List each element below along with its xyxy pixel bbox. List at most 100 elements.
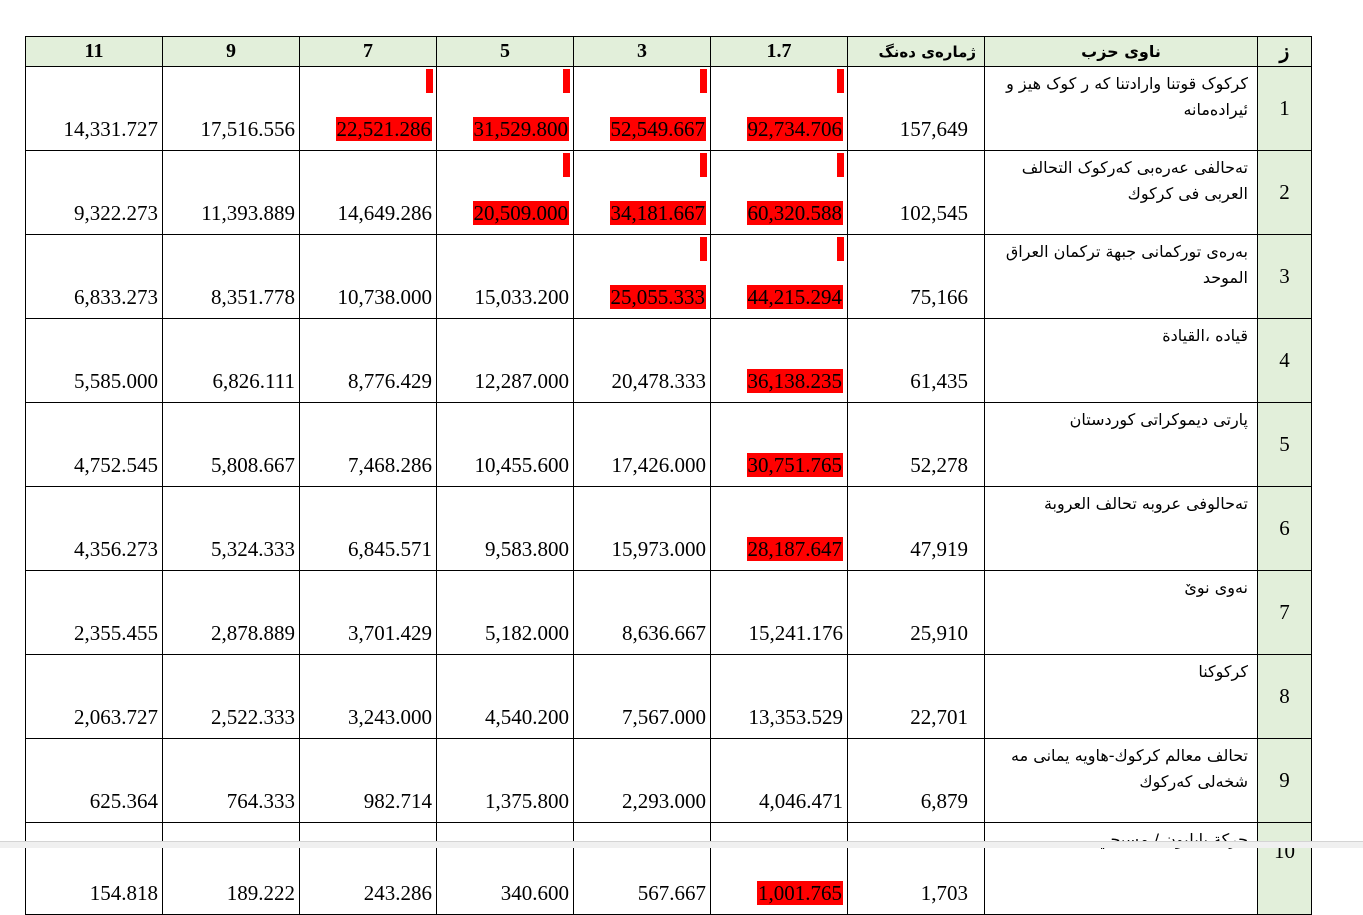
cell-divisor-5[interactable]: 15,033.200: [436, 234, 574, 319]
cell-divisor-7[interactable]: 6,845.571: [299, 486, 437, 571]
col-header-divisor-1-7[interactable]: 1.7: [710, 36, 848, 67]
cell-divisor-1-7[interactable]: 30,751.765: [710, 402, 848, 487]
cell-divisor-7[interactable]: 3,243.000: [299, 654, 437, 739]
col-header-divisor-3[interactable]: 3: [573, 36, 711, 67]
cell-divisor-5[interactable]: 5,182.000: [436, 570, 574, 655]
cell-divisor-7[interactable]: 22,521.286: [299, 66, 437, 151]
cell-index[interactable]: 7: [1257, 570, 1312, 655]
cell-divisor-5[interactable]: 10,455.600: [436, 402, 574, 487]
cell-divisor-9[interactable]: 5,324.333: [162, 486, 300, 571]
cell-divisor-9[interactable]: 764.333: [162, 738, 300, 823]
cell-divisor-1-7[interactable]: 4,046.471: [710, 738, 848, 823]
cell-divisor-1-7[interactable]: 92,734.706: [710, 66, 848, 151]
cell-divisor-5[interactable]: 20,509.000: [436, 150, 574, 235]
col-header-divisor-11[interactable]: 11: [25, 36, 163, 67]
cell-divisor-11[interactable]: 14,331.727: [25, 66, 163, 151]
cell-divisor-1-7[interactable]: 28,187.647: [710, 486, 848, 571]
cell-divisor-3[interactable]: 25,055.333: [573, 234, 711, 319]
cell-divisor-5[interactable]: 12,287.000: [436, 318, 574, 403]
cell-index[interactable]: 6: [1257, 486, 1312, 571]
cell-divisor-7[interactable]: 14,649.286: [299, 150, 437, 235]
cell-divisor-9[interactable]: 6,826.111: [162, 318, 300, 403]
col-header-index[interactable]: ز: [1257, 36, 1312, 67]
cell-divisor-3[interactable]: 7,567.000: [573, 654, 711, 739]
cell-votes[interactable]: 25,910: [847, 570, 985, 655]
cell-votes[interactable]: 52,278: [847, 402, 985, 487]
cell-divisor-3[interactable]: 52,549.667: [573, 66, 711, 151]
cell-divisor-9[interactable]: 8,351.778: [162, 234, 300, 319]
cell-votes[interactable]: 6,879: [847, 738, 985, 823]
cell-divisor-3[interactable]: 20,478.333: [573, 318, 711, 403]
cell-party-name[interactable]: بەرەی تورکمانی جبهة ترکمان العراق الموحد: [984, 234, 1258, 319]
cell-votes[interactable]: 47,919: [847, 486, 985, 571]
cell-divisor-11[interactable]: 6,833.273: [25, 234, 163, 319]
cell-divisor-11[interactable]: 625.364: [25, 738, 163, 823]
col-header-votes[interactable]: ژمارەی دەنگ: [847, 36, 985, 67]
cell-votes[interactable]: 157,649: [847, 66, 985, 151]
col-header-divisor-5[interactable]: 5: [436, 36, 574, 67]
cell-divisor-11[interactable]: 2,063.727: [25, 654, 163, 739]
cell-divisor-9[interactable]: 2,522.333: [162, 654, 300, 739]
cell-party-name[interactable]: حرکة بابلیون / مسیحي: [984, 822, 1258, 915]
cell-index[interactable]: 4: [1257, 318, 1312, 403]
cell-divisor-3[interactable]: 34,181.667: [573, 150, 711, 235]
cell-divisor-9[interactable]: 189.222: [162, 822, 300, 915]
cell-divisor-11[interactable]: 2,355.455: [25, 570, 163, 655]
cell-divisor-11[interactable]: 5,585.000: [25, 318, 163, 403]
cell-divisor-5[interactable]: 4,540.200: [436, 654, 574, 739]
cell-divisor-9[interactable]: 17,516.556: [162, 66, 300, 151]
cell-party-name[interactable]: تەحالوفی عروبه تحالف العروبة: [984, 486, 1258, 571]
cell-divisor-5[interactable]: 340.600: [436, 822, 574, 915]
cell-votes[interactable]: 61,435: [847, 318, 985, 403]
cell-index[interactable]: 2: [1257, 150, 1312, 235]
cell-party-name[interactable]: کرکوک قوتنا وارادتنا کە ر کوک هیز و ئیرا…: [984, 66, 1258, 151]
cell-divisor-7[interactable]: 10,738.000: [299, 234, 437, 319]
table-row: 6,833.273 8,351.778 10,738.000 15,033.200 25…: [25, 234, 1312, 319]
cell-divisor-5[interactable]: 31,529.800: [436, 66, 574, 151]
cell-divisor-7[interactable]: 982.714: [299, 738, 437, 823]
cell-divisor-11[interactable]: 9,322.273: [25, 150, 163, 235]
cell-divisor-1-7[interactable]: 44,215.294: [710, 234, 848, 319]
cell-divisor-1-7[interactable]: 15,241.176: [710, 570, 848, 655]
cell-index[interactable]: 10: [1257, 822, 1312, 915]
cell-divisor-3[interactable]: 15,973.000: [573, 486, 711, 571]
cell-divisor-1-7[interactable]: 1,001.765: [710, 822, 848, 915]
cell-index[interactable]: 3: [1257, 234, 1312, 319]
cell-index[interactable]: 9: [1257, 738, 1312, 823]
cell-divisor-11[interactable]: 154.818: [25, 822, 163, 915]
cell-votes[interactable]: 1,703: [847, 822, 985, 915]
cell-party-name[interactable]: کرکوکنا: [984, 654, 1258, 739]
cell-divisor-3[interactable]: 2,293.000: [573, 738, 711, 823]
cell-index[interactable]: 1: [1257, 66, 1312, 151]
cell-divisor-3[interactable]: 567.667: [573, 822, 711, 915]
cell-divisor-1-7[interactable]: 36,138.235: [710, 318, 848, 403]
cell-divisor-7[interactable]: 8,776.429: [299, 318, 437, 403]
cell-divisor-9[interactable]: 5,808.667: [162, 402, 300, 487]
cell-party-name[interactable]: تەحالفی عەرەبی کەرکوک التحالف العربی فی …: [984, 150, 1258, 235]
cell-party-name[interactable]: تحالف معالم کرکوك-هاویه یمانی مه شخەلی ک…: [984, 738, 1258, 823]
cell-index[interactable]: 8: [1257, 654, 1312, 739]
col-header-party-name[interactable]: ناوی حزب: [984, 36, 1258, 67]
cell-divisor-9[interactable]: 11,393.889: [162, 150, 300, 235]
cell-index[interactable]: 5: [1257, 402, 1312, 487]
cell-divisor-7[interactable]: 7,468.286: [299, 402, 437, 487]
cell-divisor-3[interactable]: 8,636.667: [573, 570, 711, 655]
cell-divisor-7[interactable]: 243.286: [299, 822, 437, 915]
cell-divisor-5[interactable]: 1,375.800: [436, 738, 574, 823]
cell-votes[interactable]: 102,545: [847, 150, 985, 235]
cell-party-name[interactable]: پارتی دیموکراتی کوردستان: [984, 402, 1258, 487]
cell-divisor-1-7[interactable]: 60,320.588: [710, 150, 848, 235]
cell-votes[interactable]: 75,166: [847, 234, 985, 319]
cell-votes[interactable]: 22,701: [847, 654, 985, 739]
cell-divisor-11[interactable]: 4,356.273: [25, 486, 163, 571]
cell-party-name[interactable]: قیاده ،القیادة: [984, 318, 1258, 403]
cell-divisor-9[interactable]: 2,878.889: [162, 570, 300, 655]
cell-divisor-11[interactable]: 4,752.545: [25, 402, 163, 487]
cell-divisor-3[interactable]: 17,426.000: [573, 402, 711, 487]
col-header-divisor-7[interactable]: 7: [299, 36, 437, 67]
cell-divisor-5[interactable]: 9,583.800: [436, 486, 574, 571]
cell-divisor-1-7[interactable]: 13,353.529: [710, 654, 848, 739]
col-header-divisor-9[interactable]: 9: [162, 36, 300, 67]
cell-party-name[interactable]: نەوی نوێ: [984, 570, 1258, 655]
cell-divisor-7[interactable]: 3,701.429: [299, 570, 437, 655]
